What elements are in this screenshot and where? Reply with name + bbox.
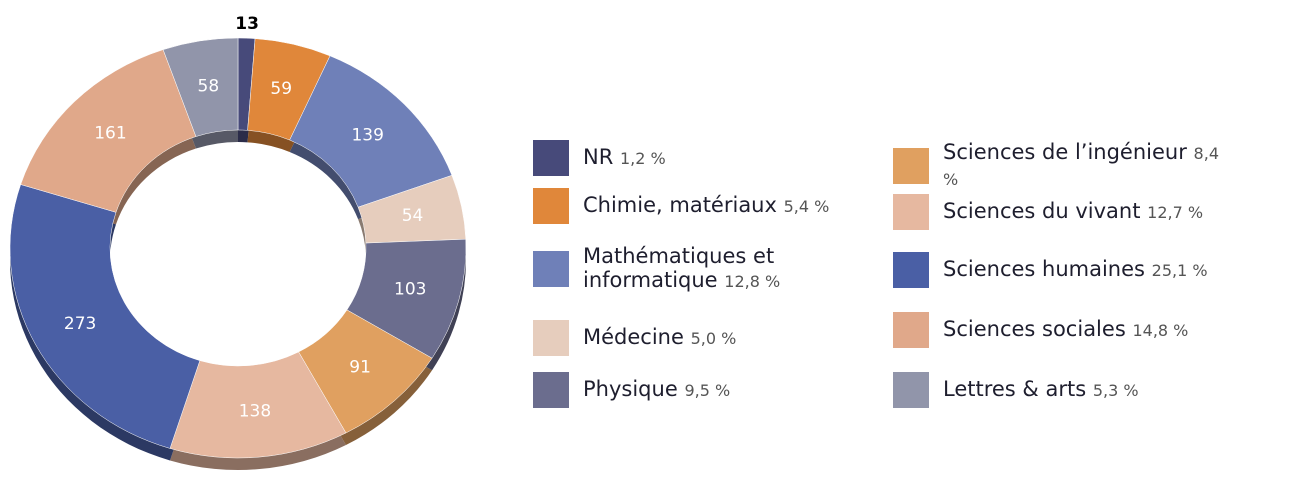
legend-text: Lettres & arts 5,3 % xyxy=(943,377,1139,403)
slice-label: 103 xyxy=(394,279,426,299)
legend-text: NR 1,2 % xyxy=(583,145,666,171)
legend-item: Sciences humaines 25,1 % xyxy=(893,252,1253,288)
legend-percent: 5,3 % xyxy=(1092,381,1139,400)
slice-label: 91 xyxy=(349,357,371,377)
legend-label: Sciences humaines xyxy=(943,257,1145,281)
legend-swatch xyxy=(893,148,929,184)
legend-swatch xyxy=(533,140,569,176)
donut-chart: 13 59 139 54 103 91 138 273 161 58 xyxy=(9,14,467,470)
legend-label: Mathématiques et informatique xyxy=(583,244,775,292)
legend-percent: 9,5 % xyxy=(684,381,731,400)
legend-item: Lettres & arts 5,3 % xyxy=(893,372,1253,408)
legend-item: Sciences de l’ingénieur 8,4 % xyxy=(893,140,1253,192)
legend-percent: 5,0 % xyxy=(690,329,737,348)
legend-item: Médecine 5,0 % xyxy=(533,320,893,356)
legend-item: Sciences du vivant 12,7 % xyxy=(893,194,1253,230)
legend-text: Physique 9,5 % xyxy=(583,377,730,403)
slice-label: 13 xyxy=(235,14,259,34)
legend-swatch xyxy=(533,372,569,408)
legend-text: Chimie, matériaux 5,4 % xyxy=(583,193,829,219)
slice xyxy=(9,184,201,449)
legend-label: NR xyxy=(583,145,614,169)
legend-swatch xyxy=(893,194,929,230)
legend-label: Physique xyxy=(583,377,678,401)
legend-item: NR 1,2 % xyxy=(533,140,893,176)
legend-label: Sciences de l’ingénieur xyxy=(943,140,1187,164)
slice-label: 161 xyxy=(94,124,126,144)
legend-text: Sciences de l’ingénieur 8,4 % xyxy=(943,140,1233,192)
legend-percent: 8,4 % xyxy=(943,144,1219,189)
legend-percent: 12,7 % xyxy=(1147,203,1204,222)
slice-label: 139 xyxy=(351,126,383,146)
legend-item: Sciences sociales 14,8 % xyxy=(893,312,1253,348)
legend-percent: 25,1 % xyxy=(1151,261,1208,280)
legend-text: Sciences du vivant 12,7 % xyxy=(943,199,1203,225)
legend-text: Mathématiques et informatique 12,8 % xyxy=(583,244,873,294)
slice-label: 138 xyxy=(239,401,271,421)
legend-swatch xyxy=(893,372,929,408)
legend-swatch xyxy=(533,320,569,356)
legend-swatch xyxy=(893,312,929,348)
legend-swatch xyxy=(533,251,569,287)
legend-text: Sciences humaines 25,1 % xyxy=(943,257,1208,283)
legend-percent: 5,4 % xyxy=(783,197,830,216)
legend-item: Physique 9,5 % xyxy=(533,372,893,408)
legend-label: Médecine xyxy=(583,325,684,349)
legend-swatch xyxy=(533,188,569,224)
legend-percent: 14,8 % xyxy=(1132,321,1189,340)
slice-label: 273 xyxy=(64,314,96,334)
legend-label: Chimie, matériaux xyxy=(583,193,777,217)
slice xyxy=(162,37,239,137)
legend-label: Sciences du vivant xyxy=(943,199,1141,223)
legend-swatch xyxy=(893,252,929,288)
slice-label: 59 xyxy=(270,79,292,99)
legend-label: Sciences sociales xyxy=(943,317,1126,341)
legend-text: Sciences sociales 14,8 % xyxy=(943,317,1188,343)
legend-label: Lettres & arts xyxy=(943,377,1087,401)
slice-label: 54 xyxy=(402,206,424,226)
legend-percent: 1,2 % xyxy=(620,149,666,168)
slice-label: 58 xyxy=(198,76,220,96)
legend-item: Mathématiques et informatique 12,8 % xyxy=(533,244,893,294)
legend-percent: 12,8 % xyxy=(724,272,781,291)
legend-text: Médecine 5,0 % xyxy=(583,325,736,351)
legend-item: Chimie, matériaux 5,4 % xyxy=(533,188,893,224)
